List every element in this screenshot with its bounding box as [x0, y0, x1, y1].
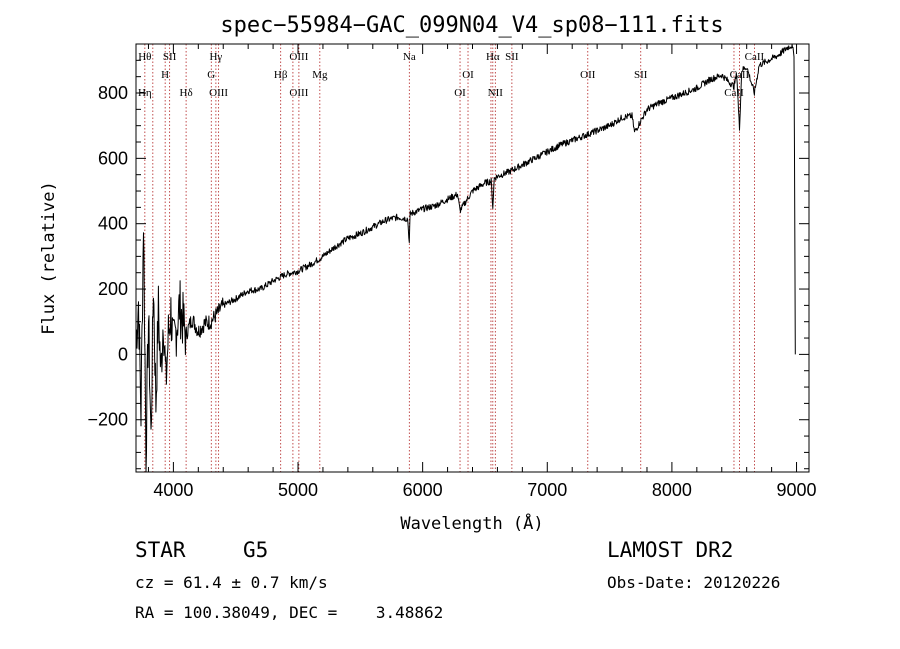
- redshift-value: cz = 61.4 ± 0.7 km/s: [135, 573, 328, 592]
- line-marker-label: Hβ: [274, 69, 288, 81]
- y-axis-ticks: −200 0 200 400 600 800: [87, 43, 809, 470]
- y-tick-label: 0: [118, 344, 128, 364]
- line-marker-label: Hθ: [138, 51, 151, 63]
- y-axis-label: Flux (relative): [39, 181, 59, 335]
- line-marker-label: OIII: [289, 87, 308, 99]
- line-marker-label: OII: [580, 69, 596, 81]
- object-subclass: G5: [243, 538, 269, 562]
- spectrum-series-line: [135, 44, 796, 472]
- line-marker-label: G: [207, 69, 215, 81]
- line-marker-label: Hδ: [180, 87, 193, 99]
- y-tick-label: 400: [98, 214, 128, 234]
- object-class: STAR: [135, 538, 186, 562]
- line-marker-label: CaII: [745, 51, 765, 63]
- spectral-line-markers: [144, 44, 755, 472]
- line-marker-label: H: [161, 69, 169, 81]
- chart-title: spec−55984−GAC_099N04_V4_sp08−111.fits: [220, 13, 723, 38]
- line-marker-label: CaII: [724, 87, 744, 99]
- y-tick-label: 600: [98, 148, 128, 168]
- line-marker-label: Hα: [486, 51, 500, 63]
- x-tick-label: 4000: [153, 480, 193, 500]
- x-axis-label: Wavelength (Å): [400, 512, 543, 534]
- line-marker-label: SII: [163, 51, 177, 63]
- y-tick-label: 200: [98, 279, 128, 299]
- x-axis-ticks: 4000 5000 6000 7000 8000 9000: [147, 44, 817, 500]
- line-marker-label: CaII: [730, 69, 750, 81]
- line-marker-label: Hγ: [209, 51, 222, 63]
- line-marker-label: OI: [454, 87, 466, 99]
- x-tick-label: 8000: [652, 480, 692, 500]
- line-marker-label: SII: [634, 69, 648, 81]
- y-tick-label: −200: [87, 410, 128, 430]
- line-marker-label: OIII: [289, 51, 308, 63]
- x-tick-label: 6000: [403, 480, 443, 500]
- coordinates: RA = 100.38049, DEC = 3.48862: [135, 603, 444, 622]
- line-marker-label: NII: [488, 87, 504, 99]
- y-tick-label: 800: [98, 83, 128, 103]
- x-tick-label: 5000: [278, 480, 318, 500]
- line-marker-label: OIII: [209, 87, 228, 99]
- observation-date: Obs-Date: 20120226: [607, 573, 781, 592]
- line-marker-label: SII: [505, 51, 519, 63]
- x-tick-label: 9000: [777, 480, 817, 500]
- line-marker-label: OI: [462, 69, 474, 81]
- line-marker-label: Na: [403, 51, 416, 63]
- survey-name: LAMOST DR2: [607, 538, 734, 562]
- plot-frame: [135, 43, 810, 473]
- x-tick-label: 7000: [527, 480, 567, 500]
- line-marker-label: Mg: [312, 69, 328, 81]
